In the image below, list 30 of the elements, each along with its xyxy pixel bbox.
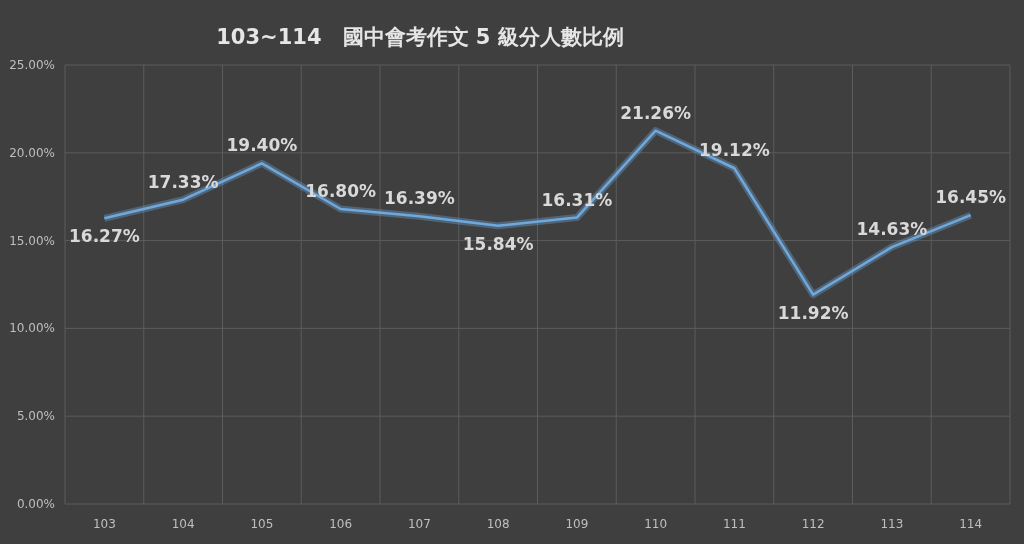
- data-label: 21.26%: [620, 102, 692, 123]
- y-tick-label: 25.00%: [9, 58, 55, 72]
- data-label: 14.63%: [856, 219, 928, 240]
- data-label: 17.33%: [147, 171, 219, 192]
- x-tick-label: 112: [801, 517, 825, 531]
- x-tick-label: 105: [250, 517, 274, 531]
- x-tick-label: 109: [565, 517, 589, 531]
- y-tick-label: 15.00%: [9, 233, 55, 248]
- y-tick-label: 20.00%: [9, 145, 55, 160]
- y-tick-label: 10.00%: [9, 321, 55, 336]
- x-tick-label: 104: [171, 517, 195, 531]
- data-label: 16.45%: [935, 187, 1007, 208]
- x-tick-label: 113: [880, 517, 904, 531]
- x-tick-label: 106: [329, 517, 353, 531]
- data-label: 16.80%: [305, 180, 377, 201]
- data-label: 19.40%: [226, 135, 298, 156]
- x-tick-label: 111: [722, 517, 746, 531]
- x-tick-label: 107: [407, 517, 431, 531]
- data-label: 11.92%: [777, 302, 849, 323]
- x-tick-label: 110: [644, 517, 668, 531]
- data-label: 19.12%: [698, 140, 770, 161]
- y-tick-label: 0.00%: [16, 497, 55, 511]
- chart-title: 103~114 國中會考作文 5 級分人數比例: [216, 25, 624, 49]
- x-tick-label: 103: [92, 517, 116, 531]
- data-label: 16.27%: [68, 226, 140, 247]
- x-tick-label: 108: [486, 517, 510, 531]
- data-label: 16.39%: [383, 188, 455, 209]
- x-tick-label: 114: [959, 517, 983, 531]
- y-tick-label: 5.00%: [16, 409, 55, 424]
- data-label: 15.84%: [462, 233, 534, 254]
